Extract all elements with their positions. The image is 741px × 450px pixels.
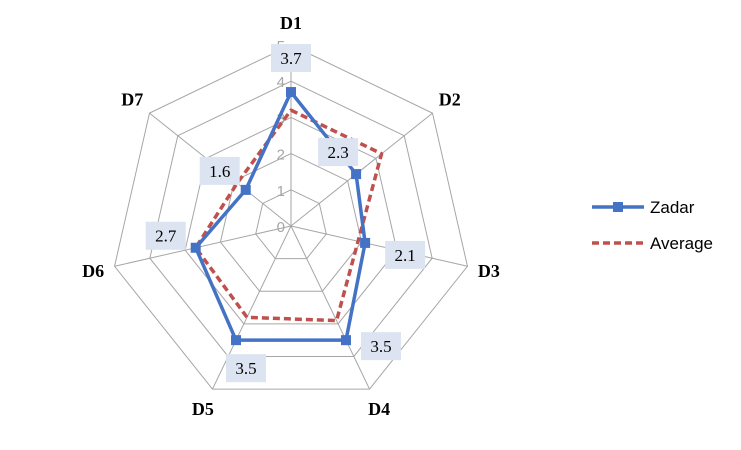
spoke-d4 [290,225,370,390]
category-label-d4: D4 [368,399,390,419]
data-label-text: 1.6 [209,162,230,181]
series-group [190,87,384,346]
legend: Zadar Average [592,198,713,253]
data-label-d3: 2.1 [385,240,426,269]
data-point-zadar-d6 [190,242,201,253]
data-point-zadar-d3 [360,237,371,248]
tick-label: 3 [277,110,285,127]
grid-ring-1 [255,189,327,260]
data-label-box [360,332,401,361]
category-label-d2: D2 [439,89,461,109]
data-point-zadar-d4 [340,335,351,346]
data-label-d1: 3.7 [271,44,311,73]
category-label-d5: D5 [192,399,214,419]
data-label-text: 3.7 [280,49,302,68]
data-label-d7: 1.6 [199,156,240,185]
series-line-average [193,108,384,323]
data-label-box [271,44,311,73]
data-point-zadar-d1 [286,87,296,98]
tick-label: 1 [277,183,285,200]
data-label-box [199,156,240,185]
data-label-text: 2.1 [394,246,415,265]
data-label-box [385,240,426,269]
data-label-text: 3.5 [235,359,256,378]
spoke-d5 [212,225,292,390]
data-label-d6: 2.7 [145,221,186,250]
category-label-d3: D3 [478,261,500,281]
grid-ring-2 [219,153,363,292]
grid-ring-5 [113,44,469,390]
legend-zadar-label: Zadar [650,198,695,217]
spoke-d2 [290,112,433,227]
data-label-text: 2.3 [327,143,348,162]
legend-average-label: Average [650,234,713,253]
data-label-text: 3.5 [370,337,391,356]
data-label-d2: 2.3 [318,138,359,167]
data-point-zadar-d7 [240,184,251,195]
tick-label: 4 [277,74,285,91]
series-line-zadar [193,90,367,342]
data-label-box [318,138,359,167]
grid-ring-4 [149,80,433,357]
data-label-box [226,354,267,383]
category-labels: D1 D2 D3 D4 D5 D6 D7 [82,13,500,419]
data-point-zadar-d5 [231,335,242,346]
legend-zadar-marker [613,202,623,212]
data-label-box [145,221,186,250]
radar-grid [113,44,469,390]
radar-spokes [114,45,468,390]
tick-label: 2 [277,147,285,164]
data-labels: 3.7 2.3 2.1 3.5 3.5 2.7 1.6 [145,44,426,383]
data-label-text: 2.7 [155,227,177,246]
category-label-d7: D7 [121,89,143,109]
tick-label: 0 [277,219,285,236]
data-label-d4: 3.5 [360,332,401,361]
spoke-d6 [114,225,292,267]
category-label-d1: D1 [280,13,302,33]
data-label-d5: 3.5 [226,354,267,383]
data-point-zadar-d2 [351,169,362,180]
category-label-d6: D6 [82,261,104,281]
spoke-d3 [290,225,468,267]
